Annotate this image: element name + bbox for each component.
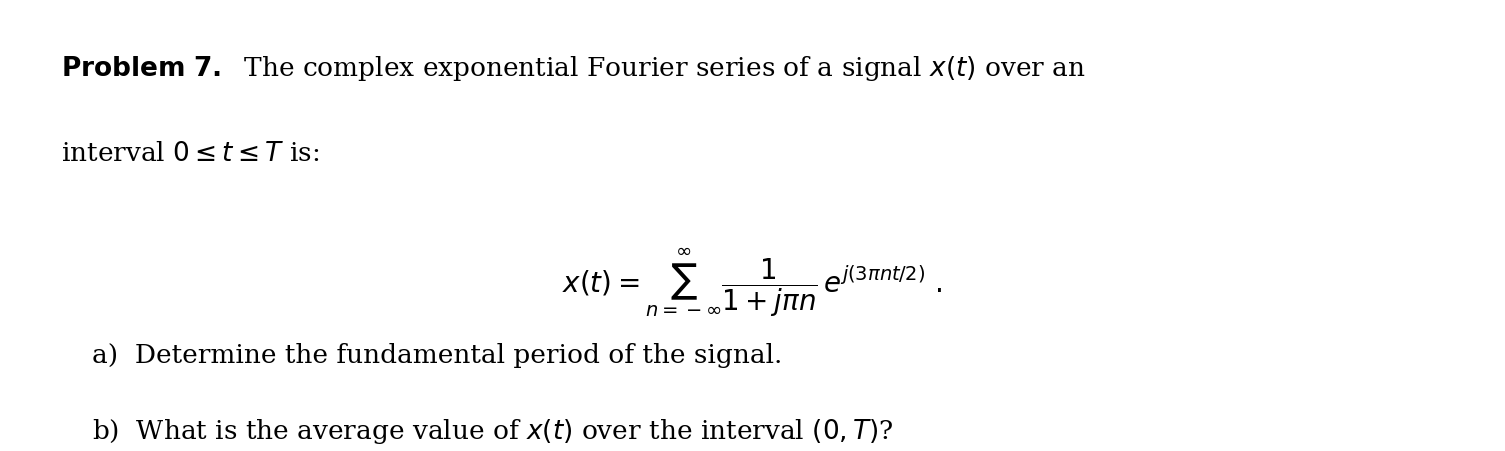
Text: a)  Determine the fundamental period of the signal.: a) Determine the fundamental period of t… (92, 342, 783, 367)
Text: $\mathbf{Problem\ 7.}$  The complex exponential Fourier series of a signal $x(t): $\mathbf{Problem\ 7.}$ The complex expon… (62, 54, 1087, 83)
Text: $x(t) = \sum_{n=-\infty}^{\infty} \dfrac{1}{1+j\pi n}\, e^{j(3\pi nt/2)}\ .$: $x(t) = \sum_{n=-\infty}^{\infty} \dfrac… (563, 246, 942, 318)
Text: b)  What is the average value of $x(t)$ over the interval $(0, T)$?: b) What is the average value of $x(t)$ o… (92, 416, 892, 445)
Text: interval $0 \leq t \leq T$ is:: interval $0 \leq t \leq T$ is: (62, 141, 319, 166)
